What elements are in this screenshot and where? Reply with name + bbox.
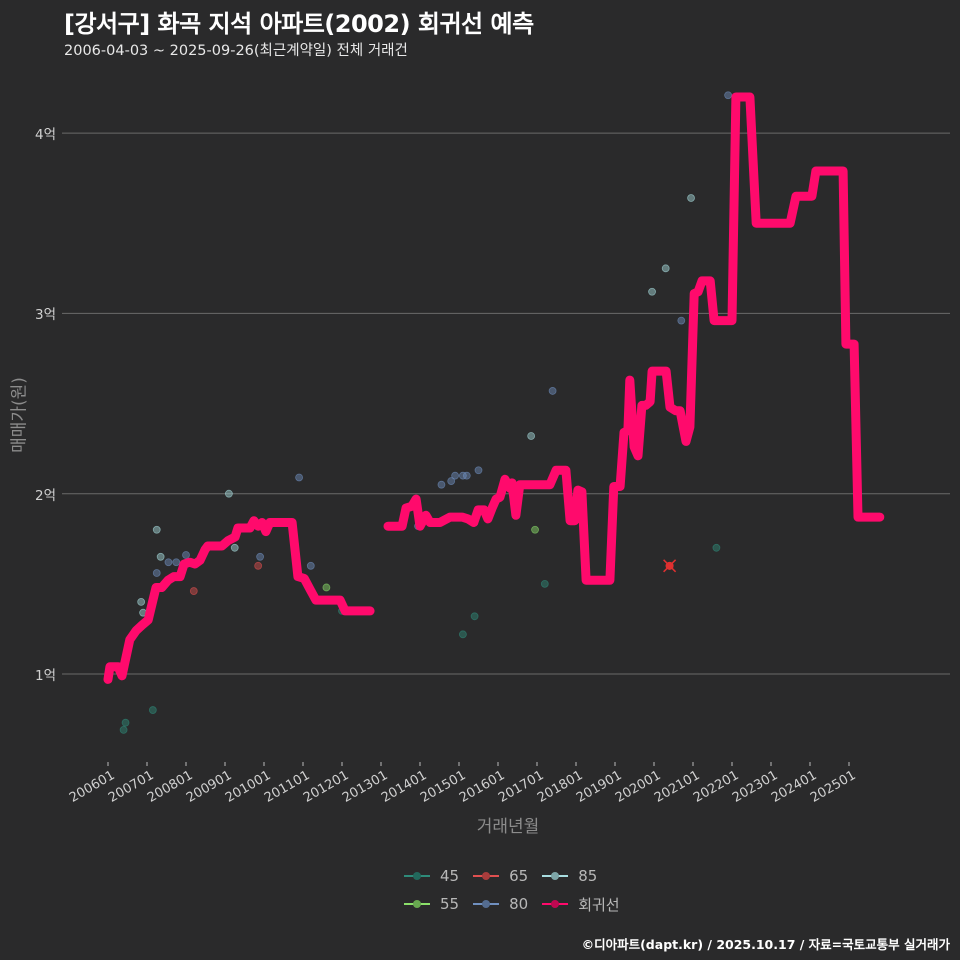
- legend-label: 회귀선: [578, 895, 620, 914]
- legend-key-icon: [473, 866, 500, 886]
- chart-subtitle: 2006-04-03 ~ 2025-09-26(최근계약일) 전체 거래건: [64, 43, 408, 59]
- legend-item-45[interactable]: 45: [404, 866, 459, 886]
- legend-key-icon: [542, 866, 569, 886]
- legend-label: 85: [578, 867, 598, 885]
- y-tick-label: 4억: [34, 127, 56, 144]
- y-tick-label: 1억: [34, 668, 56, 684]
- legend-key-icon: [473, 894, 500, 914]
- legend-key-icon: [404, 894, 430, 914]
- legend-key-icon: [404, 866, 430, 886]
- gridlines: [62, 132, 950, 675]
- regression-line: [103, 92, 885, 684]
- legend-item-85[interactable]: 85: [542, 866, 619, 886]
- legend-label: 65: [509, 867, 529, 885]
- x-tick-marks: [107, 762, 850, 766]
- legend-label: 55: [440, 895, 460, 913]
- x-axis-label: 거래년월: [476, 817, 540, 837]
- legend: 45 65 85 55 80 회귀선: [404, 866, 620, 914]
- y-tick-label: 2억: [34, 487, 56, 504]
- source-credit: ©디아파트(dapt.kr) / 2025.10.17 / 자료=국토교통부 실…: [581, 937, 950, 952]
- chart-title: [강서구] 화곡 지석 아파트(2002) 회귀선 예측: [64, 10, 534, 38]
- y-axis-label: 매매가(원): [9, 377, 30, 453]
- legend-key-icon: [542, 894, 569, 914]
- highlight-marker: [663, 559, 677, 573]
- legend-item-regression[interactable]: 회귀선: [542, 894, 620, 914]
- scatter-points: [119, 91, 732, 734]
- legend-item-55[interactable]: 55: [404, 894, 459, 914]
- legend-item-65[interactable]: 65: [473, 866, 528, 886]
- legend-label: 45: [440, 867, 460, 885]
- legend-label: 80: [509, 895, 529, 913]
- y-tick-label: 3억: [34, 307, 56, 324]
- legend-item-80[interactable]: 80: [473, 894, 528, 914]
